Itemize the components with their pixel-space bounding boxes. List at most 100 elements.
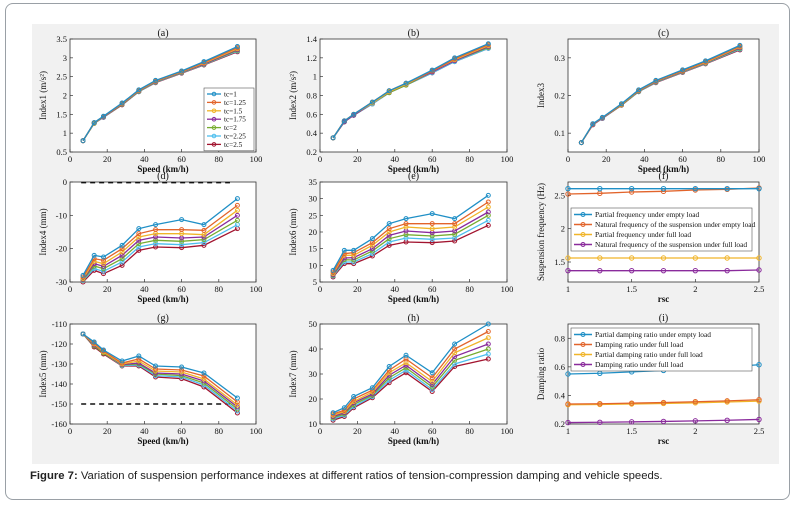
- y-tick-label: 1.4: [306, 34, 317, 44]
- panel-label: (h): [408, 313, 420, 324]
- series-line: [82, 204, 238, 278]
- data-point: [660, 255, 667, 261]
- data-point: [341, 247, 347, 253]
- data-point: [628, 185, 635, 192]
- legend-marker: [211, 142, 217, 147]
- series-line: [332, 330, 489, 415]
- legend-entry: tc=2.5: [224, 141, 243, 149]
- x-tick-label: 0: [68, 154, 72, 164]
- data-point: [179, 68, 185, 74]
- data-point: [136, 247, 142, 253]
- panel-label: (a): [157, 28, 168, 39]
- data-point: [724, 417, 730, 423]
- data-point: [351, 394, 357, 399]
- series: [330, 217, 491, 279]
- y-tick-label: 0.8: [306, 91, 317, 101]
- data-point: [91, 339, 97, 345]
- y-tick-label: 2.5: [56, 72, 67, 82]
- data-point: [403, 235, 409, 241]
- data-point: [153, 237, 159, 243]
- data-point: [628, 419, 635, 425]
- data-point: [153, 366, 159, 372]
- data-point: [724, 398, 730, 404]
- data-point: [386, 364, 392, 369]
- data-point: [660, 185, 667, 192]
- figure-frame: (a) 0 20 40 60 80 100 0.5 1 1.5 2 2.5 3 3.5 Speed (km/…: [5, 3, 790, 500]
- legend-entry: Damping ratio under full load: [595, 360, 684, 369]
- data-point: [179, 227, 185, 233]
- data-point: [136, 353, 142, 359]
- chart-panel: (d) 0 20 40 60 80 100 -30 -20 -10 0 Speed (km/h) Ind…: [38, 171, 262, 304]
- data-point: [179, 245, 185, 251]
- series: [330, 329, 491, 417]
- data-point: [201, 59, 207, 65]
- data-point: [485, 351, 491, 357]
- x-tick-label: 80: [215, 426, 224, 436]
- data-point: [756, 416, 762, 423]
- caption-text: Variation of suspension performance inde…: [77, 470, 663, 482]
- data-point: [403, 221, 409, 227]
- data-point: [692, 418, 699, 424]
- data-point: [452, 231, 458, 237]
- y-tick-label: -30: [56, 277, 67, 287]
- y-tick-label: 1.5: [554, 257, 565, 267]
- data-point: [136, 87, 142, 93]
- data-point: [119, 262, 125, 268]
- data-point: [100, 257, 106, 263]
- x-tick-label: 40: [391, 154, 400, 164]
- series-line: [567, 400, 760, 406]
- data-point: [369, 385, 375, 391]
- legend-entry: tc=1.5: [224, 107, 243, 115]
- y-tick-label: 0.1: [554, 128, 565, 138]
- data-point: [565, 419, 571, 426]
- data-point: [386, 232, 392, 238]
- legend-entry: Partial frequency under empty load: [595, 210, 700, 219]
- y-tick-label: 20: [309, 227, 318, 237]
- series: [80, 44, 240, 144]
- series: [565, 397, 762, 407]
- data-point: [692, 267, 699, 274]
- data-point: [369, 99, 375, 105]
- legend-marker: [580, 212, 586, 217]
- data-point: [485, 321, 491, 327]
- data-point: [565, 371, 571, 377]
- data-point: [386, 221, 392, 227]
- series: [330, 41, 491, 141]
- x-tick-label: 80: [465, 154, 474, 164]
- series: [330, 192, 491, 273]
- legend-marker: [580, 362, 586, 367]
- x-tick-label: 20: [103, 426, 112, 436]
- y-axis-label: Index5 (mm): [38, 350, 48, 397]
- figure-panel: (a) 0 20 40 60 80 100 0.5 1 1.5 2 2.5 3 3.5 Speed (km/…: [32, 24, 779, 464]
- legend-box: [570, 207, 753, 252]
- data-point: [692, 255, 699, 261]
- data-point: [234, 44, 240, 50]
- x-tick-label: 0: [318, 426, 322, 436]
- y-tick-label: -10: [56, 210, 67, 220]
- y-tick-label: -20: [56, 244, 67, 254]
- series-line: [82, 209, 238, 280]
- data-point: [485, 41, 491, 47]
- x-tick-label: 2: [693, 426, 697, 436]
- x-tick-label: 100: [250, 284, 263, 294]
- plot-area: [319, 38, 508, 153]
- y-tick-label: 30: [309, 194, 318, 204]
- data-point: [201, 376, 207, 382]
- x-tick-label: 60: [177, 154, 186, 164]
- y-tick-label: 0.2: [554, 91, 565, 101]
- data-point: [680, 67, 686, 73]
- series-line: [332, 201, 489, 273]
- legend-marker: [580, 332, 586, 337]
- legend-entry: Damping ratio under full load: [595, 340, 684, 349]
- x-tick-label: 2.5: [754, 426, 765, 436]
- data-point: [590, 121, 596, 127]
- x-tick-label: 40: [640, 154, 649, 164]
- chart-panel: (f) 1 1.5 2 2.5 1.5 2 2.5 rsc Suspension frequenc…: [536, 171, 764, 304]
- data-point: [692, 185, 699, 192]
- data-point: [80, 272, 86, 278]
- data-point: [179, 238, 185, 244]
- data-point: [91, 252, 97, 258]
- data-point: [565, 255, 571, 261]
- data-point: [153, 244, 159, 250]
- data-point: [429, 236, 435, 242]
